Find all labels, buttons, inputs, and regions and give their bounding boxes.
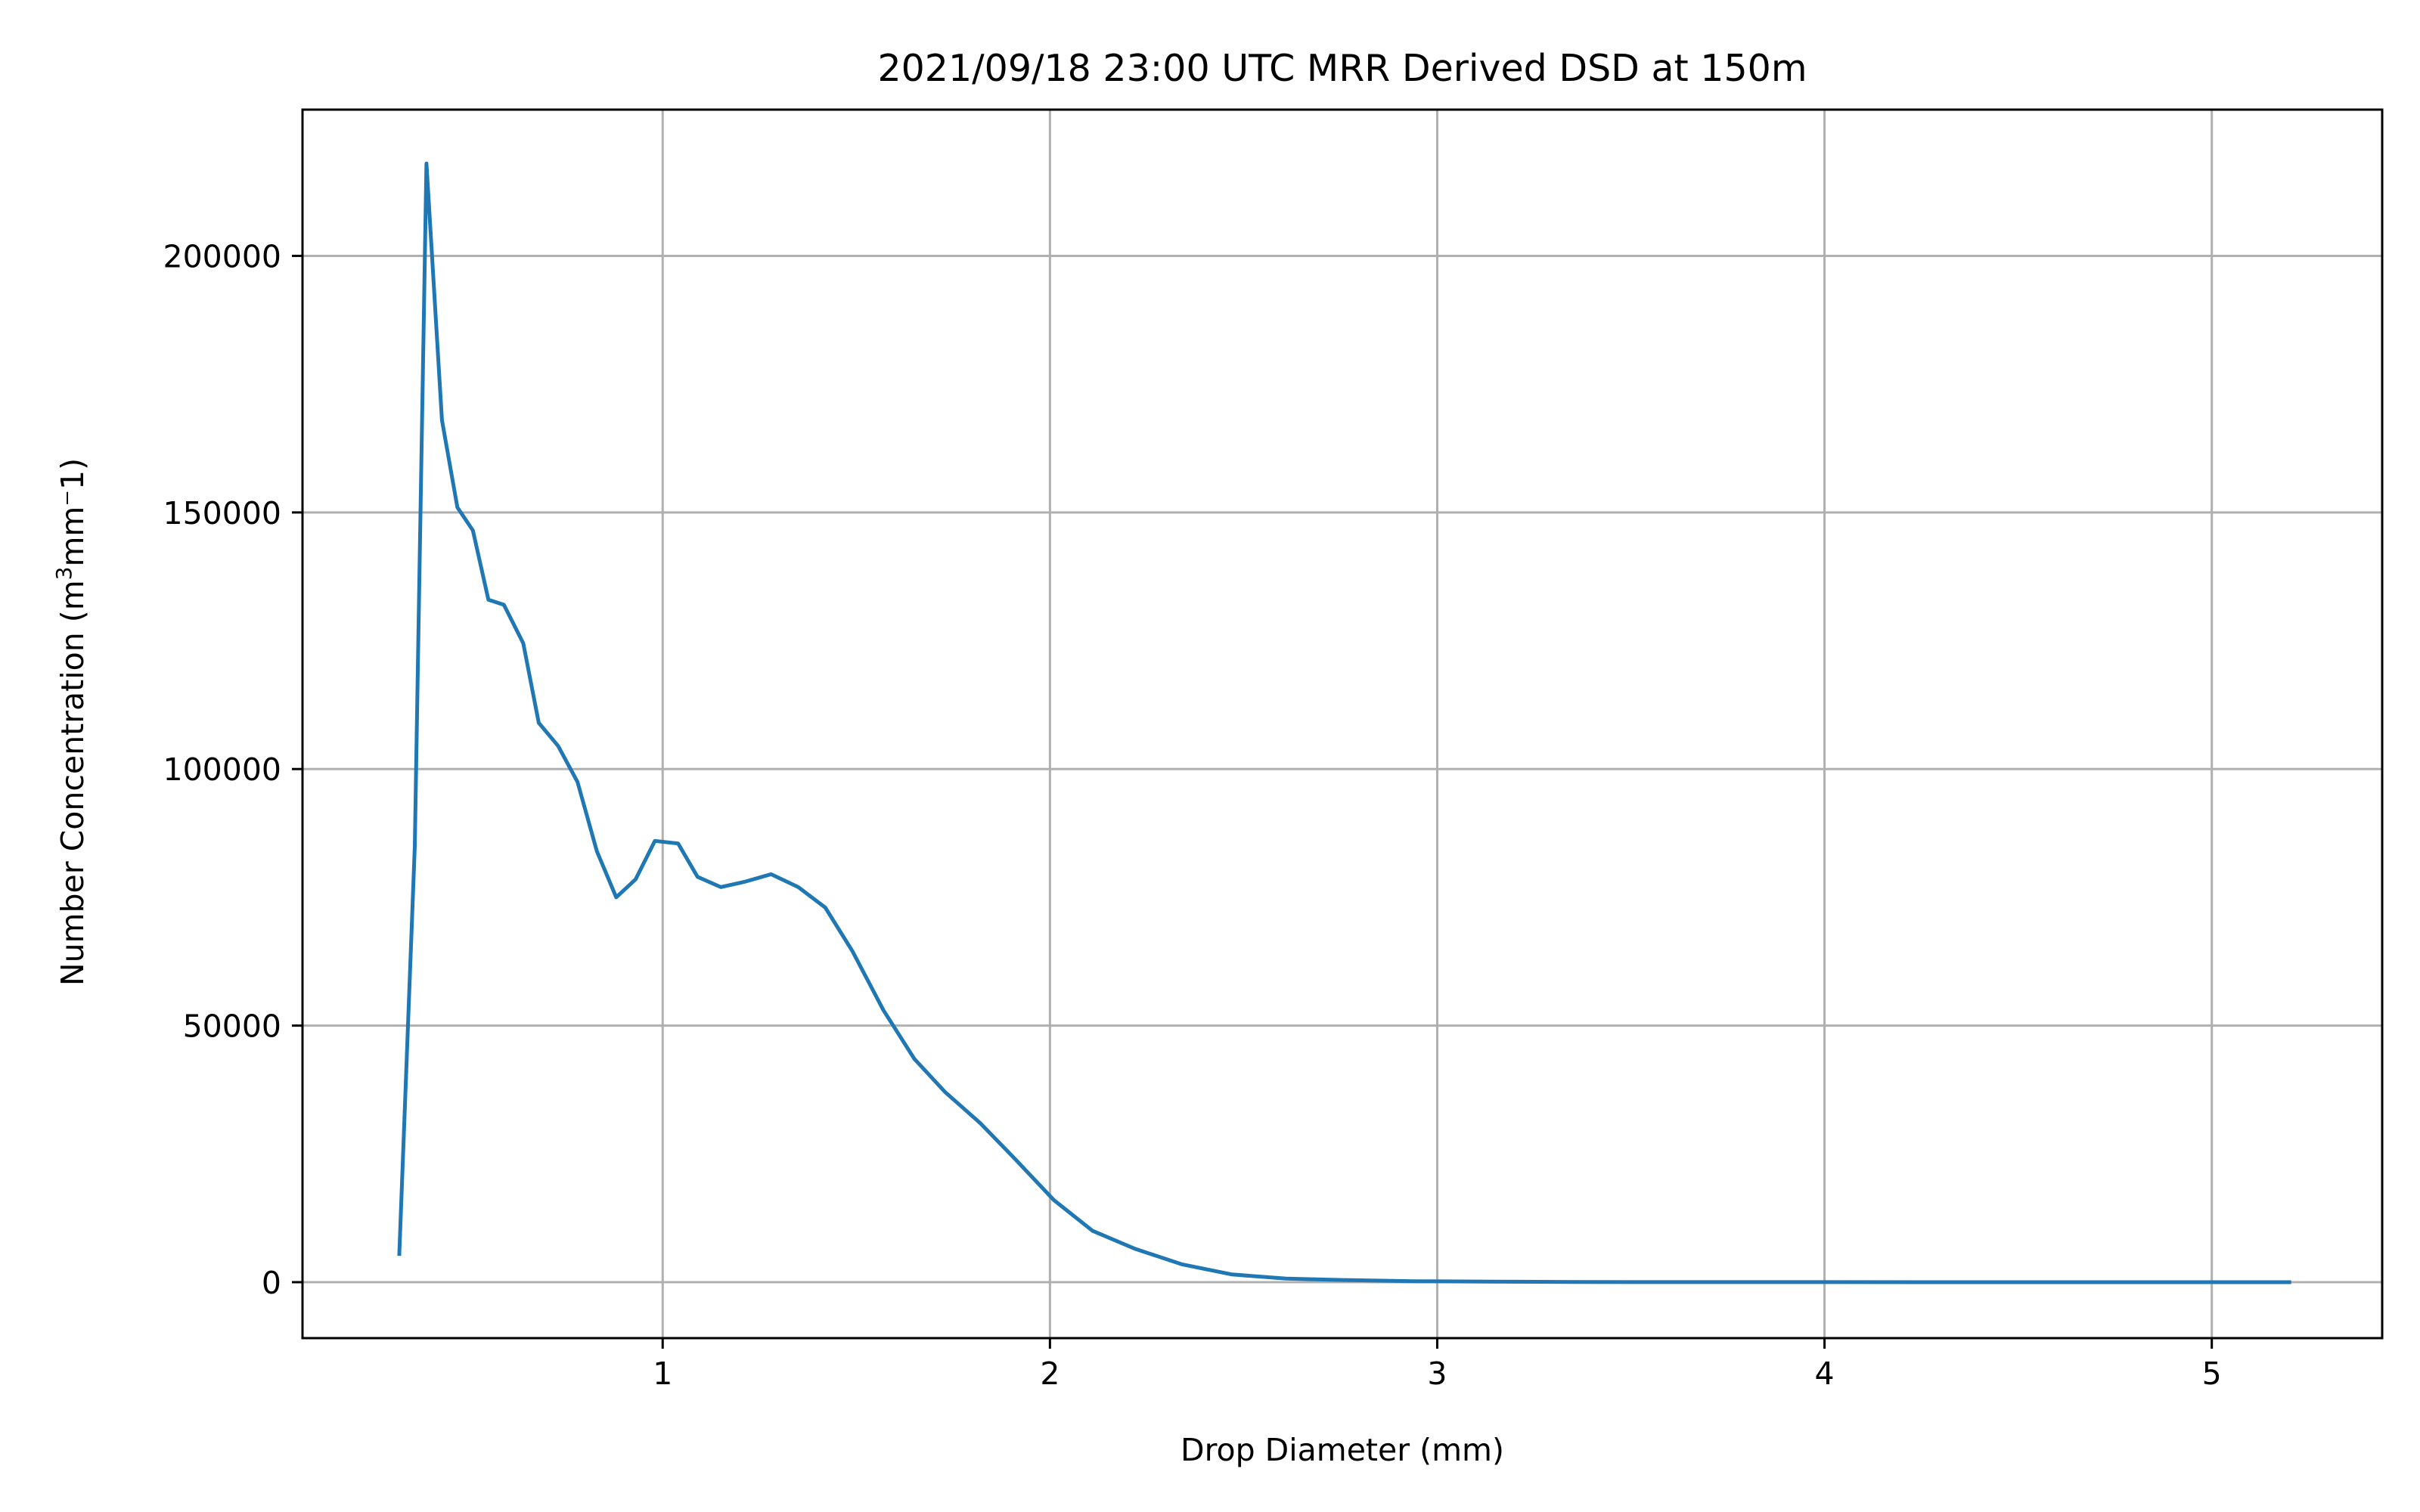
- y-axis-label: Number Concentration (m3mm⁻1): [51, 458, 91, 986]
- x-tick-label: 5: [2202, 1356, 2222, 1392]
- chart-title: 2021/09/18 23:00 UTC MRR Derived DSD at …: [877, 47, 1807, 90]
- ticks-layer: 1 2 3 4 5 0 50000 100000 150000 200000: [163, 238, 2221, 1392]
- y-tick-label: 0: [262, 1265, 281, 1301]
- y-tick-label: 50000: [183, 1009, 281, 1045]
- series-line: [397, 161, 2291, 1284]
- series-layer: [397, 161, 2291, 1284]
- y-tick-label: 100000: [163, 751, 281, 788]
- x-axis-label: Drop Diameter (mm): [1181, 1432, 1504, 1468]
- x-tick-label: 4: [1815, 1356, 1835, 1392]
- x-tick-label: 1: [653, 1356, 672, 1392]
- x-tick-label: 2: [1040, 1356, 1060, 1392]
- plot-frame: [301, 108, 2384, 1340]
- y-axis-label-prefix: Number Concentration (m: [54, 580, 91, 986]
- grid-layer: [302, 110, 2382, 1338]
- y-tick-label: 150000: [163, 495, 281, 531]
- y-tick-label: 200000: [163, 238, 281, 274]
- x-tick-label: 3: [1427, 1356, 1447, 1392]
- y-axis-label-superscript: 3: [51, 567, 76, 581]
- y-axis-label-suffix: mm⁻1): [54, 458, 91, 567]
